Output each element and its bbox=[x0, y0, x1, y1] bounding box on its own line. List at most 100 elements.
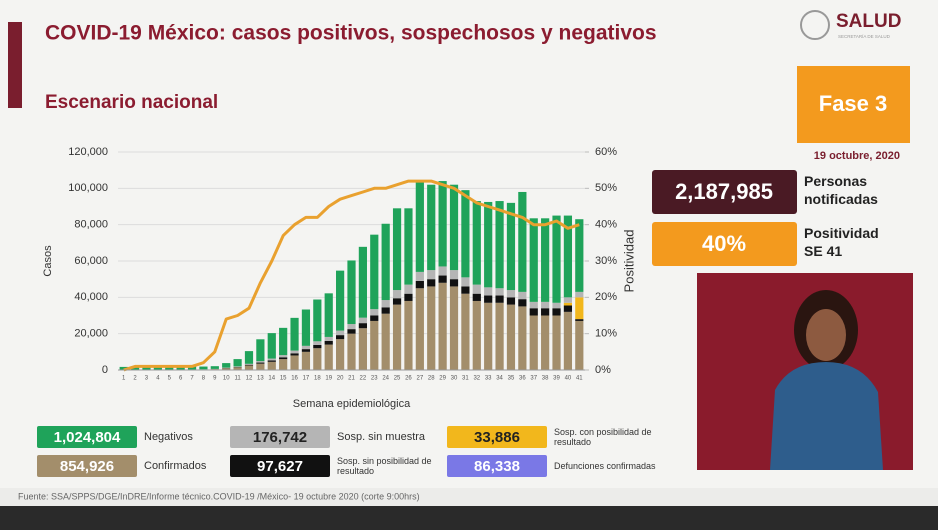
legend-item: 176,742 Sosp. sin muestra bbox=[230, 426, 425, 448]
x-tick-label: 12 bbox=[246, 376, 253, 382]
bar-segment bbox=[518, 299, 527, 307]
legend-total: 854,926 bbox=[37, 455, 137, 477]
bar-segment bbox=[358, 328, 367, 370]
y-tick-label: 120,000 bbox=[68, 146, 108, 158]
stat-label: Positividad SE 41 bbox=[804, 225, 879, 259]
bar-segment bbox=[267, 360, 276, 362]
bar-segment bbox=[541, 301, 550, 309]
bar-segment bbox=[290, 350, 299, 354]
bar-segment bbox=[370, 320, 379, 370]
bar-segment bbox=[130, 366, 140, 370]
y-tick-label: 40,000 bbox=[74, 291, 108, 303]
bar-segment bbox=[415, 288, 424, 370]
x-tick-label: 31 bbox=[462, 376, 469, 382]
bar-segment bbox=[563, 297, 573, 303]
bar-segment bbox=[438, 282, 447, 370]
x-tick-label: 10 bbox=[223, 376, 230, 382]
x-tick-label: 1 bbox=[122, 376, 126, 382]
x-tick-label: 3 bbox=[145, 376, 149, 382]
y-tick-label: 100,000 bbox=[68, 182, 108, 194]
x-tick-label: 20 bbox=[337, 376, 344, 382]
bar-segment bbox=[472, 293, 481, 301]
legend-item: 33,886 Sosp. con posibilidad de resultado bbox=[447, 426, 659, 448]
bar-segment bbox=[324, 336, 333, 341]
y-tick-label: 20,000 bbox=[74, 328, 108, 340]
y2-tick-label: 30% bbox=[595, 255, 617, 267]
bar-segment bbox=[313, 299, 322, 342]
bar-segment bbox=[324, 293, 333, 337]
bar-segment bbox=[279, 327, 288, 356]
bar-segment bbox=[358, 246, 367, 318]
bar-segment bbox=[358, 317, 367, 324]
bar-segment bbox=[552, 302, 561, 309]
bar-segment bbox=[301, 349, 311, 352]
footer: Fuente: SSA/SPPS/DGE/InDRE/Informe técni… bbox=[18, 491, 420, 501]
x-tick-label: 21 bbox=[348, 376, 355, 382]
bar-segment bbox=[563, 302, 573, 306]
bar-segment bbox=[256, 362, 265, 364]
bar-segment bbox=[427, 286, 436, 370]
bar-segment bbox=[529, 218, 538, 302]
bar-segment bbox=[575, 219, 584, 292]
bar-segment bbox=[563, 311, 573, 370]
stat-label: Personas notificadas bbox=[804, 173, 878, 207]
bar-segment bbox=[495, 288, 504, 296]
x-tick-label: 30 bbox=[451, 376, 458, 382]
y2-tick-label: 60% bbox=[595, 146, 617, 158]
x-tick-label: 14 bbox=[268, 376, 275, 382]
x-tick-label: 23 bbox=[371, 376, 378, 382]
bar-segment bbox=[267, 361, 276, 370]
bar-segment bbox=[541, 218, 550, 302]
bar-segment bbox=[484, 295, 493, 303]
bar-segment bbox=[461, 286, 470, 294]
video-person-face bbox=[806, 309, 846, 361]
subtitle: Escenario nacional bbox=[45, 92, 218, 113]
legend-total: 86,338 bbox=[447, 455, 547, 477]
bar-segment bbox=[506, 202, 516, 291]
bar-segment bbox=[461, 293, 470, 370]
bar-segment bbox=[575, 297, 584, 320]
y-axis-label: Casos bbox=[42, 245, 54, 277]
bar-segment bbox=[415, 181, 424, 272]
positivity-line bbox=[123, 179, 580, 372]
bar-segment bbox=[506, 304, 516, 370]
x-tick-label: 35 bbox=[508, 376, 515, 382]
x-tick-label: 17 bbox=[303, 376, 310, 382]
bar-segment bbox=[233, 366, 242, 367]
bar-segment bbox=[404, 284, 413, 294]
bar-segment bbox=[381, 313, 390, 370]
x-tick-label: 40 bbox=[565, 376, 572, 382]
bar-segment bbox=[495, 201, 504, 289]
bar-segment bbox=[381, 300, 390, 308]
bar-segment bbox=[324, 344, 333, 370]
x-tick-label: 37 bbox=[530, 376, 537, 382]
legend-item: 86,338 Defunciones confirmadas bbox=[447, 455, 659, 477]
bar-segment bbox=[575, 320, 584, 370]
video-person-body bbox=[770, 362, 883, 470]
bar-segment bbox=[449, 279, 459, 287]
bar-segment bbox=[392, 208, 402, 291]
bar-segment bbox=[233, 359, 242, 367]
bar-segment bbox=[233, 367, 242, 370]
bar-segment bbox=[415, 271, 424, 281]
bar-segment bbox=[290, 353, 299, 356]
x-tick-label: 7 bbox=[190, 376, 194, 382]
x-tick-label: 2 bbox=[133, 376, 137, 382]
legend-total: 1,024,804 bbox=[37, 426, 137, 448]
x-tick-label: 36 bbox=[519, 376, 526, 382]
bar-segment bbox=[438, 181, 447, 267]
bar-segment bbox=[244, 364, 254, 366]
phase-box bbox=[797, 66, 910, 143]
x-tick-label: 25 bbox=[394, 376, 401, 382]
bar-segment bbox=[472, 284, 481, 294]
bar-segment bbox=[267, 358, 276, 361]
bar-segment bbox=[392, 290, 402, 299]
bar-segment bbox=[370, 309, 379, 316]
bar-segment bbox=[165, 366, 174, 370]
bar-segment bbox=[222, 363, 231, 368]
bar-segment bbox=[529, 315, 538, 370]
bar-segment bbox=[415, 280, 424, 289]
legend-label: Negativos bbox=[144, 430, 193, 443]
